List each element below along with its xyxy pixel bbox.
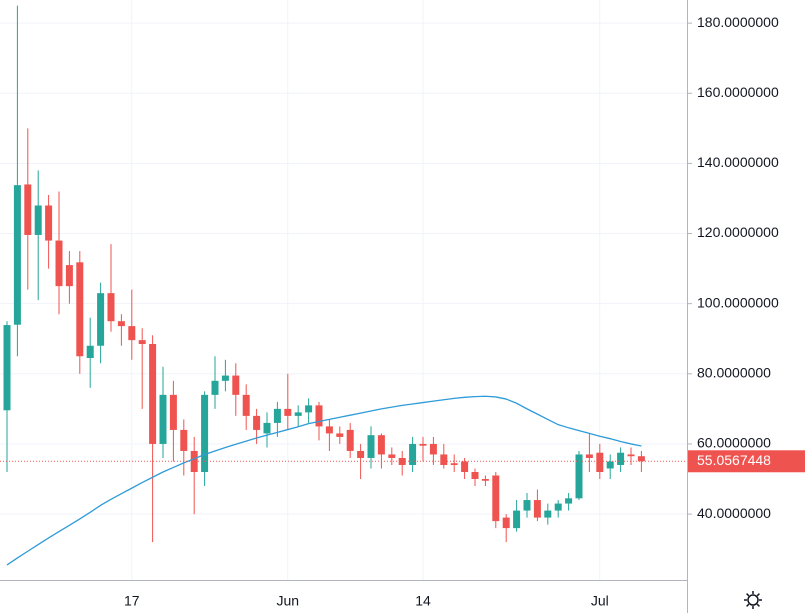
candle-body <box>97 293 105 346</box>
y-tick-label: 140.0000000 <box>697 154 779 170</box>
candle-body <box>3 325 11 411</box>
candle-body <box>138 340 146 345</box>
x-tick-label: Jul <box>591 593 609 609</box>
y-tick-label: 180.0000000 <box>697 14 779 30</box>
candle-body <box>211 380 219 395</box>
candle-body <box>575 454 583 499</box>
x-tick-label: 14 <box>415 593 431 609</box>
candle-body <box>45 205 53 241</box>
settings-icon-ring <box>747 594 759 606</box>
candle-body <box>357 450 365 458</box>
y-tick-label: 160.0000000 <box>697 84 779 100</box>
settings-icon[interactable] <box>744 591 762 609</box>
y-tick-label: 80.0000000 <box>697 365 771 381</box>
x-tick-label: 17 <box>124 593 140 609</box>
candle-body <box>481 479 489 481</box>
moving-average-line <box>6 395 642 566</box>
candle-body <box>159 394 167 444</box>
candle-body <box>585 454 593 458</box>
candle-body <box>65 265 73 287</box>
candle-body <box>107 293 115 322</box>
candle-body <box>180 429 188 451</box>
candle-body <box>169 394 177 430</box>
candle-body <box>149 344 157 444</box>
candle-body <box>55 240 63 287</box>
candle-body <box>86 345 94 359</box>
candle-body <box>273 408 281 423</box>
candle-body <box>221 375 229 381</box>
candle-body <box>201 394 209 472</box>
candle-body <box>34 205 42 235</box>
candle-body <box>336 433 344 437</box>
y-tick-label: 40.0000000 <box>697 505 771 521</box>
candle-body <box>492 475 500 522</box>
candle-body <box>627 454 635 457</box>
candle-body <box>377 435 385 455</box>
candle-body <box>346 429 354 451</box>
candle-body <box>76 262 84 357</box>
candle-body <box>367 435 375 458</box>
candle-body <box>523 500 531 511</box>
candle-body <box>242 394 250 416</box>
last-price-box <box>688 450 805 473</box>
y-tick-label: 120.0000000 <box>697 224 779 240</box>
candle-body <box>637 456 645 462</box>
candle-body <box>502 517 510 529</box>
candle-body <box>253 415 261 430</box>
x-tick-label: Jun <box>277 593 300 609</box>
candle-body <box>513 510 521 529</box>
price-axis: 40.0000000 60.0000000 80.0000000 100.000000… <box>124 14 805 609</box>
candle-body <box>305 405 313 413</box>
candle-body <box>190 450 198 472</box>
plot-area <box>0 5 687 566</box>
candle-body <box>596 452 604 472</box>
candle-body <box>388 454 396 458</box>
candle-body <box>461 461 469 472</box>
settings-icon-rays <box>744 591 762 609</box>
candle-body <box>294 412 302 416</box>
candle-body <box>544 510 552 518</box>
candle-body <box>128 326 136 341</box>
candle-body <box>440 454 448 465</box>
candle-body <box>315 405 323 427</box>
candle-body <box>284 408 292 416</box>
candle-body <box>263 422 271 434</box>
candle-body <box>13 185 21 325</box>
y-tick-label: 100.0000000 <box>697 294 779 310</box>
candle-body <box>554 503 562 511</box>
candle-body <box>533 500 541 518</box>
candle-body <box>471 471 479 480</box>
candle-body <box>606 461 614 469</box>
candle-body <box>450 463 458 465</box>
candle-body <box>232 375 240 395</box>
candle-body <box>565 498 573 504</box>
grid <box>0 0 687 580</box>
candle-body <box>24 184 32 235</box>
candle-body <box>409 443 417 465</box>
candle-body <box>117 321 125 327</box>
candle-body <box>419 443 427 446</box>
y-tick-label: 60.0000000 <box>697 435 771 451</box>
candle-body <box>429 443 437 455</box>
candle-body <box>617 452 625 465</box>
last-price-label: 55.0567448 <box>697 452 771 468</box>
candle-body <box>325 426 333 434</box>
